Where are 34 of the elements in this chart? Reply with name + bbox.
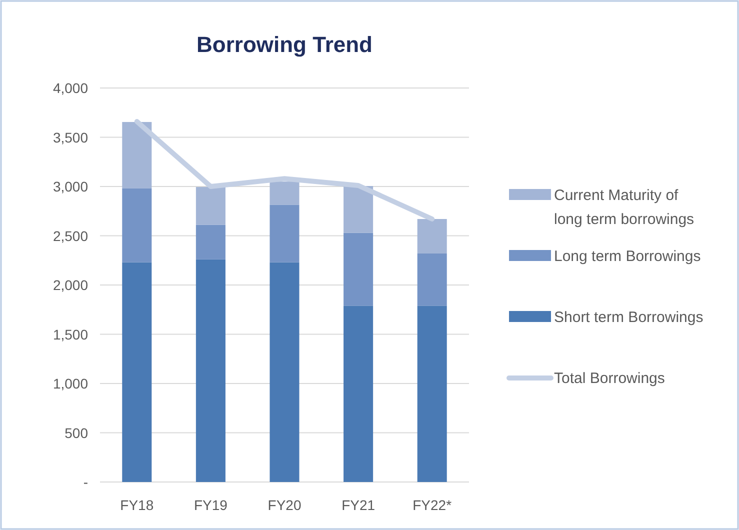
bar xyxy=(270,262,300,482)
bar xyxy=(270,204,300,262)
y-tick-label: 3,000 xyxy=(52,178,88,194)
legend-label: Total Borrowings xyxy=(554,370,665,387)
bar xyxy=(344,186,374,233)
y-tick-label: 2,500 xyxy=(52,228,88,244)
chart-title: Borrowing Trend xyxy=(196,32,372,57)
bar xyxy=(196,186,226,225)
x-tick-label: FY20 xyxy=(268,497,302,513)
bar xyxy=(196,259,226,482)
bar xyxy=(344,232,374,306)
legend-label: Long term Borrowings xyxy=(554,248,701,265)
bar xyxy=(122,122,152,188)
x-tick-label: FY19 xyxy=(194,497,228,513)
bar xyxy=(344,306,374,482)
y-tick-label: 3,500 xyxy=(52,129,88,146)
bar xyxy=(270,182,300,205)
y-tick-label: 4,000 xyxy=(52,80,88,96)
bar xyxy=(417,219,447,254)
bar xyxy=(417,306,447,482)
bar xyxy=(122,188,152,262)
bar xyxy=(417,253,447,306)
legend-label: Short term Borrowings xyxy=(554,309,704,326)
bar xyxy=(122,262,152,482)
y-tick-label: 1,500 xyxy=(52,326,88,342)
legend-label: Current Maturity of long term borrowings xyxy=(554,187,694,228)
y-tick-label: 2,000 xyxy=(52,277,88,293)
bar xyxy=(196,224,226,260)
x-tick-label: FY22* xyxy=(412,497,452,513)
y-tick-label: - xyxy=(83,474,88,490)
x-tick-label: FY18 xyxy=(120,497,154,513)
x-tick-label: FY21 xyxy=(342,497,376,513)
y-tick-label: 1,000 xyxy=(52,376,88,392)
y-tick-label: 500 xyxy=(64,424,88,441)
